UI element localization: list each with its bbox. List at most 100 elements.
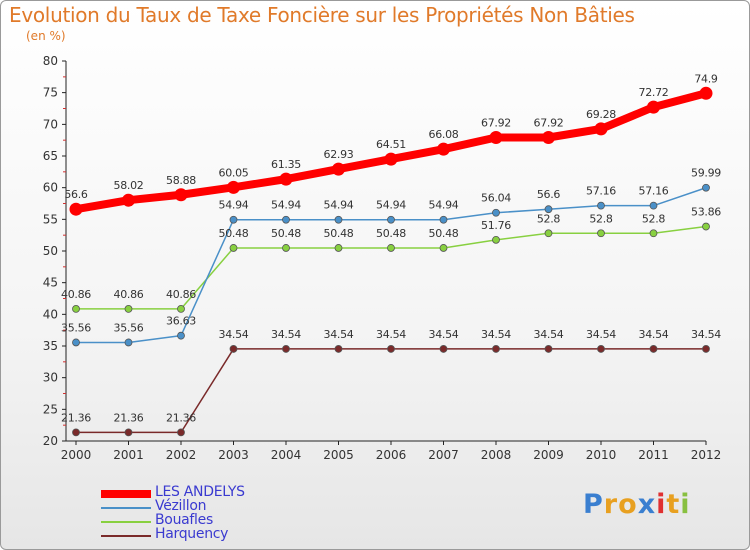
data-point (282, 244, 290, 252)
data-point (384, 152, 398, 166)
y-tick-label: 50 (43, 244, 58, 258)
x-tick-label: 2002 (166, 448, 197, 462)
data-point (229, 345, 238, 353)
data-point (69, 202, 83, 216)
data-point (699, 86, 713, 100)
data-point (229, 244, 238, 252)
chart-title: Evolution du Taux de Taxe Foncière sur l… (9, 3, 635, 27)
data-point (124, 428, 133, 437)
logo-letter: i (656, 489, 667, 520)
data-point (229, 215, 238, 224)
data-point (492, 345, 500, 353)
data-point (702, 222, 710, 231)
data-label: 35.56 (114, 321, 144, 334)
y-tick-label: 65 (43, 149, 58, 163)
x-tick-label: 2012 (691, 448, 722, 462)
data-label: 53.86 (691, 206, 721, 219)
legend-label: LES ANDELYS (155, 484, 245, 500)
data-point (597, 229, 605, 238)
data-label: 34.54 (429, 328, 459, 341)
data-point (647, 100, 660, 114)
data-label: 34.54 (376, 328, 406, 341)
chart-subtitle: (en %) (26, 29, 66, 43)
data-label: 21.36 (114, 411, 144, 424)
data-point (439, 345, 448, 353)
data-point (492, 208, 500, 217)
legend-label: Bouafles (155, 512, 213, 528)
data-point (227, 180, 240, 194)
data-point (597, 345, 605, 353)
y-tick-label: 80 (43, 54, 58, 68)
data-label: 34.54 (271, 328, 301, 341)
data-label: 34.54 (219, 328, 249, 341)
data-label: 40.86 (166, 288, 196, 301)
data-label: 57.16 (639, 185, 669, 198)
data-point (282, 345, 290, 353)
data-label: 66.08 (429, 128, 459, 141)
data-label: 51.76 (481, 219, 511, 232)
data-point (72, 428, 80, 437)
data-point (702, 345, 710, 353)
data-point (492, 235, 500, 244)
data-point (72, 338, 80, 347)
data-point (177, 304, 185, 313)
legend-label: Vézillon (155, 498, 207, 514)
data-label: 62.93 (324, 148, 354, 161)
data-point (439, 244, 448, 252)
data-point (542, 131, 555, 145)
data-label: 52.8 (642, 212, 666, 225)
data-label: 34.54 (639, 328, 669, 341)
data-point (387, 345, 395, 353)
legend-item-harquency: Harquency (101, 526, 401, 543)
data-point (387, 215, 395, 224)
data-point (649, 201, 658, 210)
data-point (124, 338, 133, 347)
logo-letter: t (666, 489, 681, 520)
data-point (177, 331, 185, 340)
x-tick-label: 2003 (218, 448, 249, 462)
data-point (387, 244, 395, 252)
data-label: 74.9 (694, 72, 718, 85)
data-label: 40.86 (61, 288, 91, 301)
data-label: 72.72 (639, 86, 669, 99)
data-label: 34.54 (586, 328, 616, 341)
data-label: 58.02 (114, 179, 144, 192)
x-tick-label: 2008 (481, 448, 512, 462)
data-point (72, 304, 80, 313)
data-label: 59.99 (691, 167, 721, 180)
y-tick-label: 25 (43, 402, 58, 416)
data-point (649, 229, 658, 238)
data-label: 21.36 (166, 411, 196, 424)
data-label: 67.92 (481, 117, 511, 130)
data-point (439, 215, 448, 224)
legend-swatch-harquency (101, 535, 151, 537)
data-point (649, 345, 658, 353)
legend-swatch-vezillon (101, 507, 151, 509)
legend-swatch-bouafles (101, 521, 151, 523)
data-label: 52.8 (589, 212, 613, 225)
data-label: 50.48 (271, 227, 301, 240)
data-label: 64.51 (376, 138, 406, 151)
data-label: 54.94 (271, 199, 301, 212)
data-label: 56.6 (64, 188, 88, 201)
data-label: 57.16 (586, 185, 616, 198)
data-label: 58.88 (166, 174, 196, 187)
data-label: 54.94 (324, 199, 354, 212)
data-point (437, 142, 450, 156)
legend-item-les-andelys: LES ANDELYS (101, 484, 401, 501)
x-tick-label: 2001 (113, 448, 144, 462)
y-tick-label: 45 (43, 276, 58, 290)
y-tick-label: 20 (43, 434, 58, 448)
logo-letter: r (603, 489, 619, 520)
x-tick-label: 2010 (586, 448, 617, 462)
data-label: 34.54 (481, 328, 511, 341)
data-label: 34.54 (324, 328, 354, 341)
data-label: 21.36 (61, 411, 91, 424)
logo-letter: x (637, 489, 657, 520)
data-label: 56.04 (481, 192, 511, 205)
x-tick-label: 2006 (376, 448, 407, 462)
y-tick-label: 35 (43, 339, 58, 353)
data-label: 50.48 (376, 227, 406, 240)
